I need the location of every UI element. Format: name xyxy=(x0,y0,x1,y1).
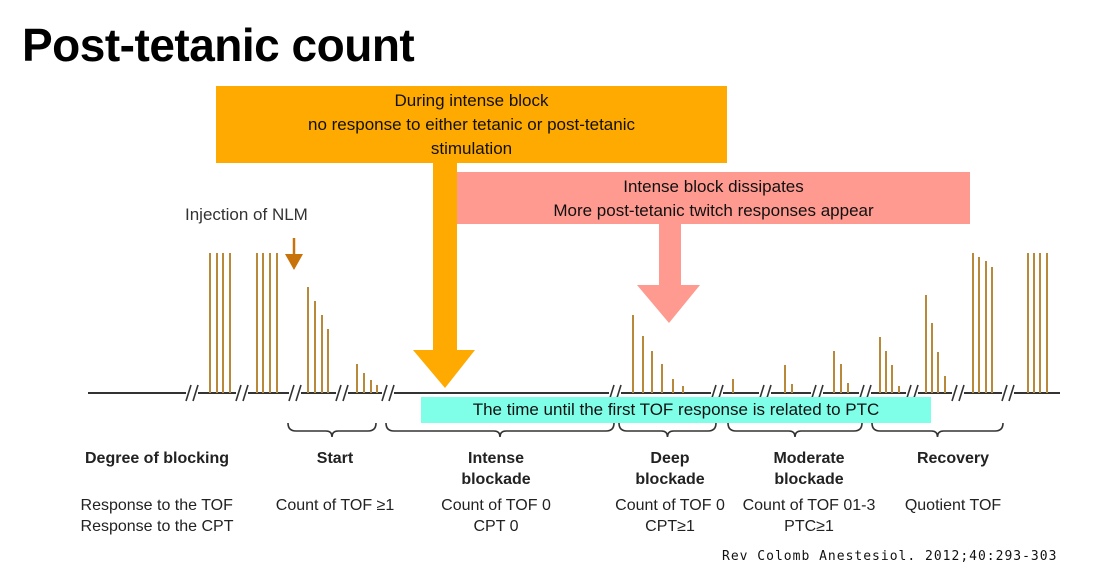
phase-response-line: Count of TOF 01-3 xyxy=(742,497,876,514)
citation: Rev Colomb Anestesiol. 2012;40:293-303 xyxy=(722,549,1058,564)
pink-down-arrow-icon xyxy=(637,222,700,323)
phase-name-line: Intense xyxy=(467,450,525,467)
callout-line: no response to either tetanic or post-te… xyxy=(308,115,635,134)
axis-break-mark xyxy=(342,384,349,402)
axis-break-gap xyxy=(1002,390,1014,396)
phase-name-line: blockade xyxy=(635,471,705,488)
axis-break-gap xyxy=(859,390,871,396)
callout-line: More post-tetanic twitch responses appea… xyxy=(553,201,874,220)
intense-block-callout: During intense block no response to eith… xyxy=(216,86,727,163)
phase-name: Moderate blockade xyxy=(773,448,844,490)
axis-break-gap xyxy=(906,390,918,396)
injection-label: Injection of NLM xyxy=(185,205,308,224)
tof-time-callout: The time until the first TOF response is… xyxy=(421,397,931,423)
axis-break-mark xyxy=(1008,384,1015,402)
axis-break-mark xyxy=(1001,384,1008,402)
phase-response: Count of TOF ≥1 xyxy=(276,495,394,516)
axis-break-mark xyxy=(242,384,249,402)
axis-break-gap xyxy=(382,390,394,396)
phase-response: Count of TOF 0 CPT≥1 xyxy=(615,495,725,537)
phase-name-line: Moderate xyxy=(773,450,845,467)
phase-response-line: Count of TOF 0 xyxy=(441,497,551,514)
axis-break-mark xyxy=(388,384,395,402)
axis-break-gap xyxy=(289,390,301,396)
axis-break-mark xyxy=(951,384,958,402)
callout-line: Intense block dissipates xyxy=(623,177,804,196)
axis-break-mark xyxy=(235,384,242,402)
phase-name-line: Deep xyxy=(650,450,690,467)
phase-name: Intense blockade xyxy=(461,448,530,490)
phase-brace xyxy=(618,422,717,438)
axis-break-mark xyxy=(288,384,295,402)
phase-brace xyxy=(287,422,377,438)
phase-brace xyxy=(385,422,615,438)
axis-break-gap xyxy=(811,390,823,396)
axis-break-mark xyxy=(192,384,199,402)
phase-response-line: CPT 0 xyxy=(473,518,519,535)
phase-response-line: PTC≥1 xyxy=(784,518,834,535)
phase-response-line: Count of TOF ≥1 xyxy=(275,497,395,514)
row-header-line: Response to the TOF xyxy=(80,497,233,514)
phase-name: Deep blockade xyxy=(635,448,704,490)
axis-break-gap xyxy=(759,390,771,396)
injection-arrow-icon xyxy=(285,254,303,270)
phase-name: Start xyxy=(317,448,353,469)
phase-response-line: Count of TOF 0 xyxy=(615,497,725,514)
axis-break-mark xyxy=(185,384,192,402)
phase-name-line: blockade xyxy=(461,471,531,488)
phase-name: Recovery xyxy=(917,448,989,469)
row-header-responses: Response to the TOF Response to the CPT xyxy=(81,495,234,537)
orange-down-arrow-icon xyxy=(413,163,475,388)
phase-response-line: CPT≥1 xyxy=(645,518,695,535)
phase-response: Quotient TOF xyxy=(905,495,1001,516)
phase-response: Count of TOF 0 CPT 0 xyxy=(441,495,551,537)
axis-break-gap xyxy=(336,390,348,396)
phase-response-line: Quotient TOF xyxy=(904,497,1002,514)
callout-line: During intense block xyxy=(394,91,549,110)
axis-break-mark xyxy=(295,384,302,402)
axis-break-mark xyxy=(958,384,965,402)
axis-break-mark xyxy=(381,384,388,402)
axis-break-gap xyxy=(236,390,248,396)
axis-break-mark xyxy=(335,384,342,402)
phase-name-line: Recovery xyxy=(916,450,990,467)
phase-response: Count of TOF 01-3 PTC≥1 xyxy=(743,495,876,537)
axis-break-gap xyxy=(609,390,621,396)
axis-break-gap xyxy=(952,390,964,396)
axis-break-gap xyxy=(711,390,723,396)
block-dissipates-callout: Intense block dissipates More post-tetan… xyxy=(457,172,970,224)
row-header-line: Response to the CPT xyxy=(80,518,234,535)
phase-brace xyxy=(871,422,1004,438)
axis-break-gap xyxy=(186,390,198,396)
phase-name-line: blockade xyxy=(774,471,844,488)
callout-line: stimulation xyxy=(430,139,513,158)
slide-title: Post-tetanic count xyxy=(22,19,415,71)
phase-name-line: Start xyxy=(316,450,354,467)
row-header-title: Degree of blocking xyxy=(84,450,230,467)
phase-brace xyxy=(727,422,863,438)
